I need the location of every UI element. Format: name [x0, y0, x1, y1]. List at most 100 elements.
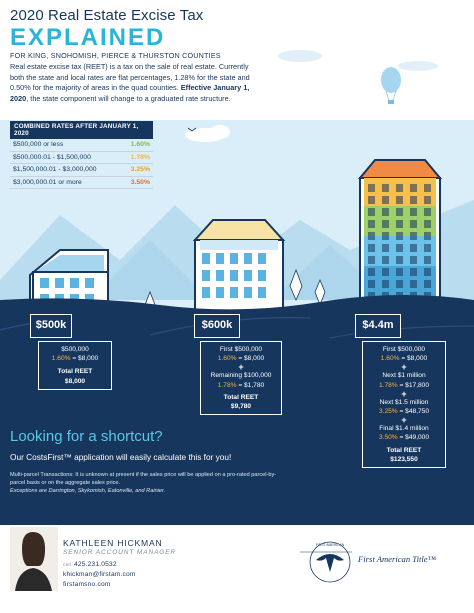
calc-rate-line: 3.25% = $48,750: [365, 407, 443, 416]
tower-window: [396, 232, 403, 240]
total-label: Total REET: [57, 368, 93, 376]
calc-amount: = $17,800: [397, 381, 430, 389]
calc-rate-line: 3.50% = $49,000: [365, 433, 443, 442]
calc-rate: 1.60%: [380, 355, 400, 363]
calc-line: Remaining $100,000: [210, 372, 272, 380]
intro-bold: Effective January 1, 2020: [10, 83, 250, 103]
tower-window: [424, 208, 431, 216]
tower-window: [368, 184, 375, 192]
tower-window: [368, 280, 375, 288]
calc-rate-line: 1.78% = $17,800: [365, 381, 443, 390]
rate-range: $500,000 or less: [13, 141, 64, 148]
tower-window: [410, 268, 417, 276]
plus-icon: +: [238, 362, 244, 373]
tower-window: [368, 196, 375, 204]
tower-window: [396, 220, 403, 228]
page-title-explained: EXPLAINED: [10, 24, 166, 51]
house-600k: [192, 219, 286, 316]
brand-name: First American Title™: [358, 554, 436, 564]
page-title: 2020 Real Estate Excise Tax: [10, 7, 204, 24]
tower-window: [410, 256, 417, 264]
calc-box-500k: $500,000 1.60% = $8,000 Total REET $8,00…: [38, 341, 112, 390]
eagle-seal-icon: FIRST AMERICAN: [309, 541, 351, 583]
calc-rate-line: 1.60% = $8,000: [365, 354, 443, 363]
house-500k: [29, 249, 109, 313]
tower-window: [424, 256, 431, 264]
tower-window: [396, 268, 403, 276]
rate-range: $1,500,000.01 - $3,000,000: [13, 166, 97, 173]
page-subtitle: FOR KING, SNOHOMISH, PIERCE & THURSTON C…: [10, 51, 221, 60]
calc-rate: 3.50%: [378, 434, 398, 442]
rate-range: $3,000,000.01 or more: [13, 178, 82, 186]
bird-icon: [187, 127, 197, 132]
calc-line: Final $1.4 million: [379, 425, 429, 433]
tower-window: [424, 232, 431, 240]
tower-window: [424, 268, 431, 276]
price-tag-600k: $600k: [194, 314, 240, 338]
tower-window: [410, 184, 417, 192]
tower-window: [368, 256, 375, 264]
rates-table-header: COMBINED RATES AFTER JANUARY 1, 2020: [10, 121, 153, 139]
tower-window: [382, 256, 389, 264]
tower-window: [368, 220, 375, 228]
calc-amount: = $1,780: [236, 381, 265, 389]
ground: [0, 294, 474, 525]
phone-label: cell: [63, 563, 71, 568]
calc-amount: = $8,000: [70, 355, 99, 363]
cloud-outline-icon: [278, 50, 438, 71]
rates-row: $500,000.01 - $1,500,000 1.78%: [10, 152, 153, 164]
rate-range: $500,000.01 - $1,500,000: [13, 153, 91, 161]
tower-window: [368, 244, 375, 252]
tower-window: [410, 196, 417, 204]
calc-rate-line: 1.60% = $8,000: [203, 354, 279, 363]
tower-window: [410, 244, 417, 252]
agent-role: SENIOR ACCOUNT MANAGER: [63, 549, 177, 556]
tower-window: [424, 244, 431, 252]
calc-amount: = $8,000: [236, 355, 265, 363]
intro-paragraph: Real estate excise tax (REET) is a tax o…: [10, 62, 255, 104]
price-tag-4-4m: $4.4m: [355, 314, 401, 338]
tower-window: [368, 292, 375, 300]
price-tag-500k: $500k: [30, 314, 72, 338]
total-value: $123,550: [390, 455, 418, 463]
calc-line: Next $1.5 million: [379, 398, 429, 406]
calc-rate: 1.60%: [51, 355, 71, 363]
tower-window: [368, 268, 375, 276]
tower-window: [410, 280, 417, 288]
rates-row: $1,500,000.01 - $3,000,000 3.25%: [10, 164, 153, 177]
tower-window: [382, 280, 389, 288]
tower-window: [368, 208, 375, 216]
tower-4-4m: [357, 159, 443, 319]
rate-value: 3.25%: [130, 166, 150, 173]
calc-rate-line: 1.60% = $8,000: [41, 354, 109, 363]
tower-window: [396, 256, 403, 264]
tower-window: [396, 184, 403, 192]
calc-line: First $500,000: [382, 346, 426, 353]
agent-website[interactable]: firstamsno.com: [63, 581, 111, 588]
tower-window: [382, 232, 389, 240]
calc-rate: 1.78%: [217, 381, 237, 389]
agent-email[interactable]: khickman@firstam.com: [63, 571, 136, 578]
total-value: $9,780: [230, 403, 252, 411]
tower-window: [382, 244, 389, 252]
tower-window: [382, 220, 389, 228]
rates-row: $3,000,000.01 or more 3.50%: [10, 177, 153, 189]
rates-table: COMBINED RATES AFTER JANUARY 1, 2020 $50…: [10, 121, 153, 189]
rate-value: 3.50%: [130, 178, 150, 186]
shortcut-title: Looking for a shortcut?: [10, 428, 163, 445]
rate-value: 1.60%: [130, 141, 150, 148]
tower-window: [382, 184, 389, 192]
calc-amount: = $8,000: [399, 355, 428, 363]
total-value: $8,000: [64, 377, 86, 385]
calc-line: $500,000: [61, 346, 89, 353]
plus-icon: +: [401, 362, 407, 373]
tower-window: [396, 244, 403, 252]
tower-window: [396, 280, 403, 288]
tower-window: [382, 208, 389, 216]
tower-window: [410, 208, 417, 216]
calc-rate-line: 1.78% = $1,780: [203, 381, 279, 390]
rate-value: 1.78%: [130, 153, 150, 161]
agent-photo: [10, 527, 58, 591]
multi-parcel-note: Multi-parcel Transactions: It is unknown…: [10, 472, 277, 486]
rates-row: $500,000 or less 1.60%: [10, 139, 153, 152]
